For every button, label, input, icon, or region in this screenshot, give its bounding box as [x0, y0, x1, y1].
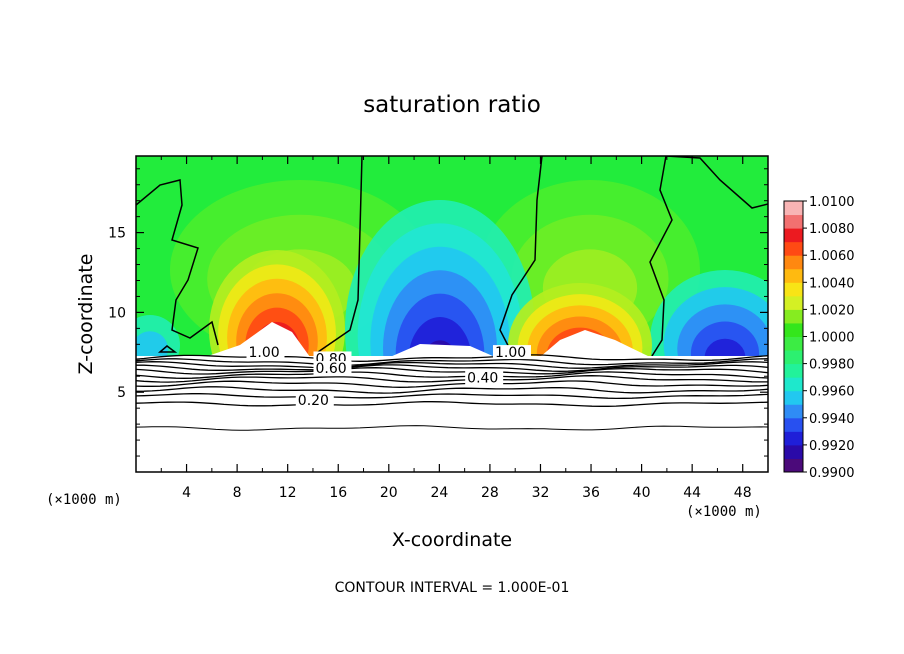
- colorbar: 1.0100 1.0080 1.0060 1.0040 1.0020 1.0000 0.99…: [783, 195, 855, 481]
- contour-line: [136, 401, 768, 407]
- contour-line-1.00: [499, 156, 543, 358]
- colorbar-swatch: [784, 228, 803, 243]
- colorbar-label: 0.9960: [809, 385, 855, 400]
- x-tick-label: 32: [532, 485, 550, 501]
- chart-title: saturation ratio: [363, 92, 541, 118]
- colorbar-swatch: [784, 390, 803, 405]
- x-unit-left: (×1000 m): [46, 492, 122, 508]
- colorbar-label: 0.9940: [809, 412, 855, 427]
- plot-area: 1.00 0.800.600.400.201.00: [136, 156, 768, 472]
- colorbar-label: 0.9900: [809, 466, 855, 481]
- contour-line: [136, 367, 768, 375]
- contour-line: [136, 371, 768, 379]
- colorbar-label: 1.0060: [809, 249, 855, 264]
- contour-line-1.00: [649, 156, 673, 357]
- contour-line-1.00: [136, 179, 219, 346]
- contour-line: [136, 393, 768, 400]
- y-tick-label: 10: [108, 305, 126, 321]
- contour-line: [136, 358, 768, 366]
- contour-label: 1.00: [248, 345, 279, 361]
- colorbar-swatch: [784, 377, 803, 392]
- plot-frame: [135, 155, 769, 473]
- colorbar-swatch: [784, 309, 803, 324]
- colorbar-swatch: [784, 431, 803, 446]
- contour-line-1.00: [665, 156, 768, 209]
- x-tick-label: 12: [279, 485, 297, 501]
- colorbar-label: 1.0040: [809, 276, 855, 291]
- colorbar-label: 1.0080: [809, 222, 855, 237]
- colorbar-swatch: [784, 201, 803, 216]
- x-axis: 4 8 12 16 20 24 28 32 36 40 44 48: [160, 156, 752, 501]
- colorbar-label: 1.0000: [809, 331, 855, 346]
- colorbar-label: 0.9980: [809, 358, 855, 373]
- contour-labels: 1.00 0.800.600.400.201.00: [246, 345, 531, 409]
- colorbar-swatch: [784, 336, 803, 351]
- y-axis-title: Z-coordinate: [75, 254, 97, 375]
- contour-line: [136, 361, 768, 369]
- x-tick-label: 44: [683, 485, 701, 501]
- contour-label-background: [295, 392, 334, 407]
- x-tick-label: 48: [734, 485, 752, 501]
- contour-interval-note: CONTOUR INTERVAL = 1.000E-01: [335, 580, 570, 596]
- contour-line-1.00: [157, 345, 178, 353]
- x-tick-label: 8: [233, 485, 242, 501]
- y-tick-label: 15: [108, 226, 126, 242]
- colorbar-label: 1.0100: [809, 195, 855, 210]
- heatmap-white-core: [540, 330, 650, 357]
- colorbar-swatch: [784, 417, 803, 432]
- colorbar-swatch: [784, 214, 803, 229]
- y-axis: 5 10 15: [108, 168, 768, 457]
- contour-line-1.00: [317, 156, 363, 353]
- contour-line: [136, 354, 768, 362]
- contour-label: 0.40: [467, 371, 498, 387]
- x-tick-label: 20: [380, 485, 398, 501]
- contour-line: [136, 380, 768, 388]
- colorbar-swatch: [784, 255, 803, 270]
- x-unit-right: (×1000 m): [686, 504, 762, 520]
- contour-label-background: [313, 361, 352, 376]
- x-tick-label: 28: [481, 485, 499, 501]
- contour-line: [136, 425, 768, 431]
- contour-label-background: [465, 370, 504, 385]
- x-axis-title: X-coordinate: [392, 529, 512, 551]
- colorbar-label: 0.9920: [809, 439, 855, 454]
- colorbar-swatch: [784, 268, 803, 283]
- colorbar-swatch: [784, 444, 803, 459]
- colorbar-swatch: [784, 350, 803, 365]
- contour-label: 0.20: [298, 393, 329, 409]
- contour-label: 1.00: [495, 345, 526, 361]
- x-tick-label: 24: [430, 485, 448, 501]
- contour-line: [136, 364, 768, 372]
- lower-region: [136, 356, 768, 472]
- colorbar-swatch: [784, 295, 803, 310]
- colorbar-swatch: [784, 282, 803, 297]
- colorbar-swatch: [784, 322, 803, 337]
- x-tick-label: 4: [182, 485, 191, 501]
- contour-label-background: [492, 345, 531, 360]
- contour-label-background: [246, 345, 285, 360]
- contour-line: [136, 375, 768, 383]
- colorbar-swatch: [784, 363, 803, 378]
- colorbar-swatch: [784, 241, 803, 256]
- colorbar-swatch: [784, 404, 803, 419]
- y-tick-label: 5: [117, 385, 126, 401]
- colorbar-swatch: [784, 458, 803, 473]
- contour-line: [136, 386, 768, 394]
- heatmap-white-core: [390, 344, 495, 357]
- contour-lines: [136, 354, 768, 431]
- colorbar-label: 1.0020: [809, 303, 855, 318]
- x-tick-label: 16: [329, 485, 347, 501]
- x-tick-label: 36: [582, 485, 600, 501]
- x-tick-label: 40: [633, 485, 651, 501]
- contour-label: 0.60: [315, 361, 346, 377]
